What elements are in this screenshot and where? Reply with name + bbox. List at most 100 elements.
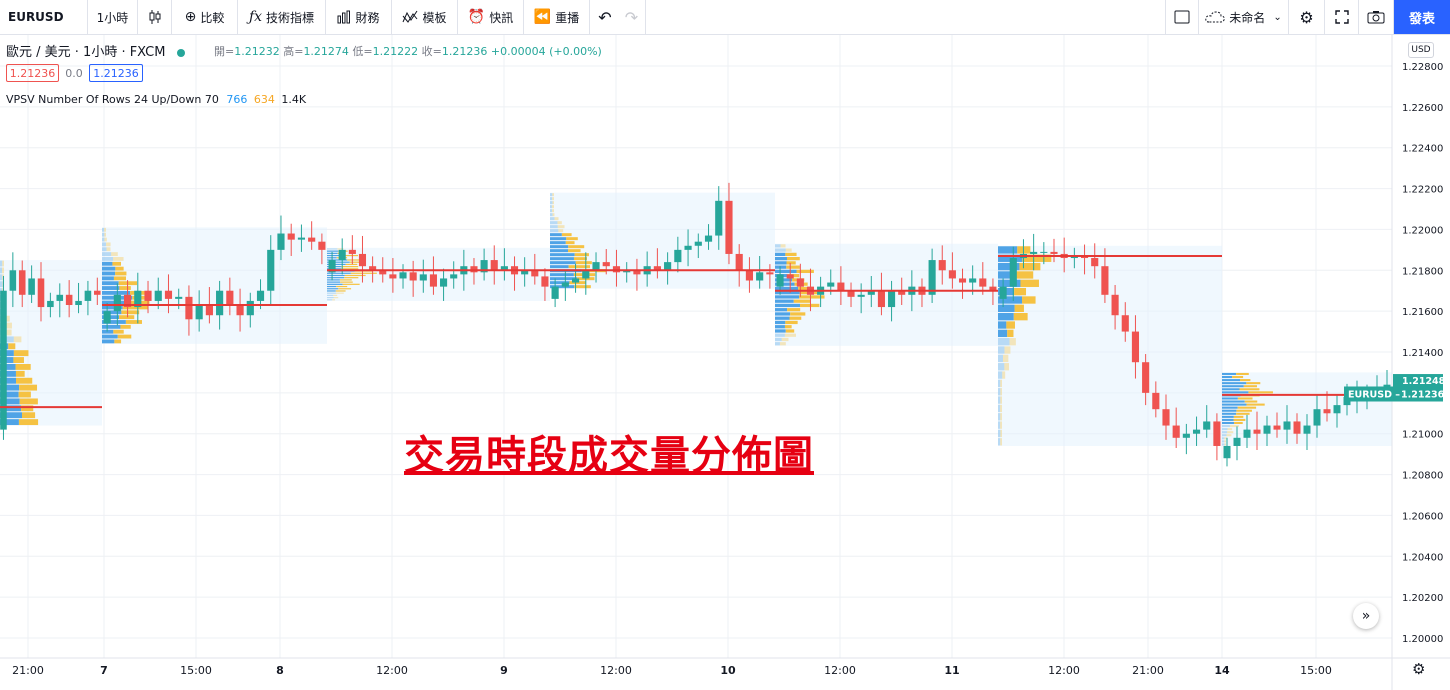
volume-profile-bar-up xyxy=(0,384,20,391)
volume-profile-bar-up xyxy=(775,265,787,269)
volume-profile-bar-down xyxy=(104,232,106,237)
candle-body xyxy=(65,294,73,306)
volume-profile-bar-down xyxy=(106,242,111,247)
candle-body xyxy=(328,260,336,273)
volume-profile-bar-down xyxy=(786,265,800,269)
time-axis-tick-label: 7 xyxy=(100,664,108,677)
candle-body xyxy=(735,253,743,271)
candle-body xyxy=(28,278,35,295)
candle-body xyxy=(75,300,82,306)
symbol-search-button[interactable]: EURUSD xyxy=(0,0,88,34)
volume-profile-bar-up xyxy=(327,288,339,290)
candle-body xyxy=(103,311,111,324)
session-volume-box xyxy=(102,227,327,344)
volume-profile-bar-down xyxy=(1244,400,1258,403)
axis-settings-button[interactable]: ⚙ xyxy=(1412,660,1425,678)
candle-body xyxy=(480,260,488,273)
candle-body xyxy=(776,274,784,287)
volume-profile-bar-up xyxy=(775,252,786,256)
volume-profile-bar-down xyxy=(349,261,364,263)
volume-profile-bar-up xyxy=(327,274,345,277)
volume-profile-bar-down xyxy=(342,283,360,285)
undo-button[interactable]: ↶ xyxy=(592,0,618,34)
volume-profile-bar-up xyxy=(102,305,123,310)
fullscreen-button[interactable] xyxy=(1325,0,1359,34)
volume-profile-bar-up xyxy=(998,321,1007,329)
volume-profile-bar-down xyxy=(1224,440,1226,443)
candle-body xyxy=(185,296,193,320)
volume-profile-bar-up xyxy=(550,205,552,209)
volume-profile-bar-up xyxy=(550,277,577,281)
candle-body xyxy=(958,278,967,283)
chevron-down-icon: ⌄ xyxy=(1273,11,1282,23)
volume-profile-bar-up xyxy=(775,303,801,308)
compare-label: 比較 xyxy=(200,10,225,25)
layout-button[interactable] xyxy=(1165,0,1199,34)
candle-body xyxy=(694,241,702,246)
volume-profile-bar-down xyxy=(569,281,587,285)
volume-profile-bar-up xyxy=(1222,385,1244,388)
volume-profile-bar-down xyxy=(113,256,124,261)
candle-body xyxy=(1192,429,1201,434)
compare-button[interactable]: ⊕ 比較 xyxy=(172,0,238,34)
volume-profile-bar-up xyxy=(998,388,1001,396)
volume-profile-bar-up xyxy=(102,310,122,315)
indicators-button[interactable]: ƒx 技術指標 xyxy=(238,0,326,34)
redo-button[interactable]: ↷ xyxy=(618,0,646,34)
price-axis-tick-label: 1.22400 xyxy=(1402,144,1443,155)
volume-profile-bar-down xyxy=(789,316,802,320)
indicator-legend[interactable]: VPSV Number Of Rows 24 Up/Down 70 766 63… xyxy=(6,93,306,106)
sell-button[interactable]: 1.21236 xyxy=(6,64,59,82)
candle-body xyxy=(1101,266,1109,295)
volume-profile-bar-up xyxy=(1222,431,1228,434)
buy-button[interactable]: 1.21236 xyxy=(89,64,143,82)
volume-profile-bar-down xyxy=(552,197,554,201)
candle-body xyxy=(226,290,234,306)
volume-profile-bar-down xyxy=(342,254,359,257)
indicator-up-volume: 766 xyxy=(226,93,248,106)
candle-body xyxy=(715,200,723,236)
layout-name-button[interactable]: 未命名 ⌄ xyxy=(1199,0,1289,34)
chart-area[interactable]: 1.22800 1.22600 1.22400 1.22200 1.22000 1.218… xyxy=(0,35,1450,690)
volume-profile-bar-down xyxy=(8,343,16,350)
settings-button[interactable]: ⚙ xyxy=(1289,0,1325,34)
scroll-to-realtime-button[interactable]: » xyxy=(1353,603,1379,629)
chart-type-button[interactable] xyxy=(138,0,172,34)
replay-button[interactable]: ⏪ 重播 xyxy=(524,0,590,34)
volume-profile-bar-up xyxy=(775,325,785,329)
interval-button[interactable]: 1小時 xyxy=(88,0,138,34)
volume-profile-bar-down xyxy=(1236,372,1249,375)
volume-profile-bar-up xyxy=(550,241,566,245)
volume-profile-bar-down xyxy=(785,329,795,333)
price-axis-tick-label: 1.22600 xyxy=(1402,103,1443,114)
candle-body xyxy=(94,290,101,295)
price-axis-tick-label: 1.22200 xyxy=(1402,185,1443,196)
candle-body xyxy=(1323,409,1331,414)
volume-profile-bar-down xyxy=(551,205,554,209)
volume-profile-bar-down xyxy=(6,322,12,329)
volume-profile-bar-up xyxy=(102,237,105,242)
volume-profile-bar-up xyxy=(998,262,1020,271)
candle-body xyxy=(1333,405,1341,414)
volume-profile-bar-down xyxy=(1224,443,1226,446)
volume-profile-bar-down xyxy=(786,256,800,261)
low-value: 1.21222 xyxy=(372,45,419,58)
candle-body xyxy=(175,296,183,299)
financials-button[interactable]: 財務 xyxy=(326,0,392,34)
currency-button[interactable]: USD xyxy=(1408,42,1434,58)
volume-profile-bar-down xyxy=(557,225,565,229)
volume-profile-bar-down xyxy=(104,237,107,242)
candle-body xyxy=(531,270,539,277)
candle-body xyxy=(827,282,835,287)
price-axis-tick-label: 1.20800 xyxy=(1402,471,1443,482)
volume-profile-bar-down xyxy=(1014,287,1027,296)
volume-profile-bar-up xyxy=(775,295,800,299)
snapshot-button[interactable] xyxy=(1359,0,1394,34)
volume-profile-bar-down xyxy=(554,217,559,221)
alert-button[interactable]: ⏰ 快訊 xyxy=(458,0,524,34)
volume-profile-bar-up xyxy=(998,271,1016,279)
candle-body xyxy=(592,262,600,271)
templates-button[interactable]: 模板 xyxy=(392,0,458,34)
volume-profile-bar-down xyxy=(119,315,135,320)
publish-button[interactable]: 發表 xyxy=(1394,0,1450,34)
